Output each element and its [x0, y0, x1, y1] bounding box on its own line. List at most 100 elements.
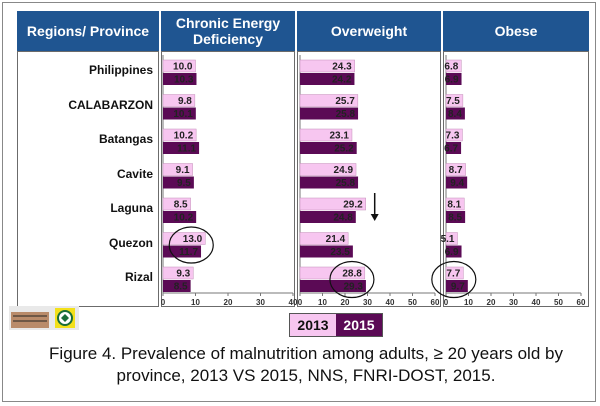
data-label-2015: 8.4 [448, 109, 462, 120]
highlight-circle [431, 260, 477, 299]
x-tick-label: 30 [256, 298, 265, 307]
legend: 2013 2015 [289, 313, 383, 337]
bar-2013 [299, 197, 366, 211]
data-label-2015: 11.7 [179, 247, 198, 258]
bar-2013 [299, 232, 349, 245]
bar-2015 [446, 245, 462, 258]
bar-2015 [163, 73, 197, 85]
bar-2015 [300, 142, 357, 154]
region-label: CALABARZON [68, 97, 153, 112]
data-label-2013: 24.3 [332, 62, 352, 73]
bar-2015 [300, 73, 355, 85]
data-label-2015: 6.7 [444, 144, 458, 155]
x-tick-label: 50 [408, 298, 417, 307]
x-tick-label: 0 [161, 298, 166, 307]
x-tick-label: 30 [509, 298, 518, 307]
data-label-2015: 6.9 [445, 75, 459, 86]
data-label-2015: 10.2 [174, 213, 194, 224]
x-tick-label: 20 [487, 298, 496, 307]
data-label-2015: 25.8 [336, 178, 356, 189]
bar-2015 [446, 142, 462, 154]
region-label: Philippines [88, 63, 153, 77]
header-obese: Obese [443, 11, 589, 51]
bar-2015 [300, 280, 366, 292]
bar-2013 [445, 163, 466, 176]
data-label-2015: 6.9 [445, 247, 459, 258]
bar-2015 [446, 73, 462, 85]
bar-2015 [163, 211, 197, 223]
data-label-2015: 8.5 [448, 213, 462, 224]
highlight-circle [329, 260, 375, 299]
bar-2013 [445, 94, 464, 107]
x-tick-label: 10 [318, 298, 327, 307]
x-tick-label: 20 [341, 298, 350, 307]
bar-2013 [162, 197, 191, 211]
data-label-2013: 29.2 [343, 200, 363, 211]
data-label-2015: 9.7 [451, 282, 465, 293]
bar-2013 [299, 94, 359, 107]
bar-2015 [300, 245, 353, 258]
data-label-2015: 25.8 [336, 109, 356, 120]
data-label-2013: 21.4 [326, 234, 346, 245]
data-label-2015: 9.5 [177, 178, 191, 189]
x-tick-label: 30 [363, 298, 372, 307]
data-label-2015: 24.2 [332, 75, 352, 86]
bar-2013 [445, 128, 463, 142]
x-tick-label: 40 [386, 298, 395, 307]
bar-2013 [162, 266, 194, 280]
data-label-2015: 25.2 [334, 144, 354, 155]
legend-2015: 2015 [336, 314, 382, 336]
bar-2013 [162, 232, 206, 245]
figure-caption: Figure 4. Prevalence of malnutrition amo… [49, 344, 563, 385]
region-label: Batangas [98, 132, 153, 146]
data-label-2013: 13.0 [183, 234, 203, 245]
bar-2015 [446, 107, 465, 120]
bar-2013 [299, 128, 353, 142]
bar-2013 [445, 59, 462, 73]
x-tick-label: 60 [431, 298, 440, 307]
x-tick-label: 10 [191, 298, 200, 307]
data-label-2015: 24.8 [333, 213, 353, 224]
header-ced: Chronic Energy Deficiency [161, 11, 295, 51]
bar-2015 [300, 176, 359, 189]
x-tick-label: 40 [289, 298, 298, 307]
bar-2015 [163, 176, 194, 189]
data-label-2015: 9.4 [450, 178, 464, 189]
region-label: Cavite [116, 166, 153, 181]
data-label-2013: 9.3 [176, 269, 190, 280]
bar-2015 [300, 211, 356, 223]
data-label-2013: 8.1 [447, 200, 461, 211]
region-label: Laguna [110, 201, 153, 215]
x-tick-label: 0 [444, 298, 449, 307]
bar-2015 [300, 107, 359, 120]
data-label-2015: 10.1 [173, 109, 193, 120]
data-label-2013: 9.8 [178, 96, 192, 107]
header-regions: Regions/ Province [17, 11, 159, 51]
bar-chart-svg: 0 10 20 30 40 10.0 10.3 9.8 10.1 10.2 11.1 9.1 9.5 8.… [161, 55, 586, 307]
data-label-2013: 9.1 [176, 165, 190, 176]
bar-2013 [445, 197, 465, 211]
data-label-2013: 25.7 [335, 96, 355, 107]
data-label-2013: 7.7 [446, 269, 460, 280]
data-label-2013: 8.7 [449, 165, 463, 176]
figure-frame: Regions/ Province Chronic Energy Deficie… [2, 2, 596, 402]
bar-2015 [446, 176, 468, 189]
region-label: Quezon [109, 235, 153, 250]
header-overweight: Overweight [297, 11, 441, 51]
data-label-2015: 8.5 [174, 282, 188, 293]
bar-2013 [162, 163, 193, 176]
bar-2013 [162, 128, 197, 142]
x-tick-label: 60 [577, 298, 586, 307]
bar-2013 [445, 232, 458, 245]
x-tick-label: 20 [224, 298, 233, 307]
data-label-2013: 24.9 [334, 165, 354, 176]
x-tick-label: 40 [532, 298, 541, 307]
data-label-2013: 10.2 [174, 131, 194, 142]
x-tick-label: 0 [298, 298, 303, 307]
x-tick-label: 50 [554, 298, 563, 307]
highlight-circle [168, 226, 214, 264]
data-label-2013: 5.1 [441, 234, 455, 245]
data-label-2013: 10.0 [173, 62, 193, 73]
bar-2013 [299, 59, 355, 73]
data-label-2013: 8.5 [174, 200, 188, 211]
